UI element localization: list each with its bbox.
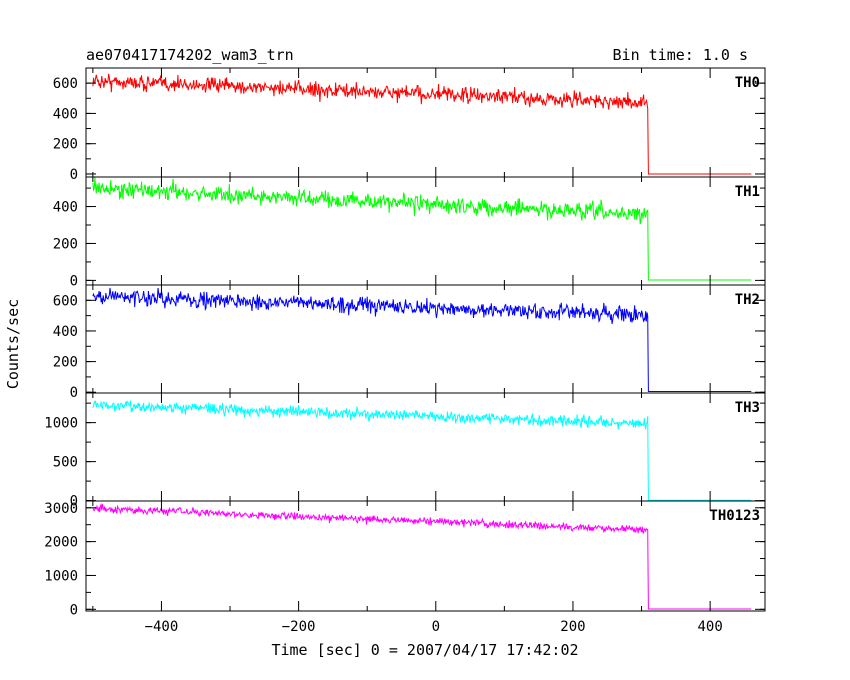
y-tick-label-th0: 400 — [53, 106, 78, 122]
y-tick-label-th0: 0 — [70, 167, 78, 183]
x-tick-label: 200 — [560, 619, 585, 635]
panel-frame-th0123 — [85, 500, 766, 612]
x-tick-label: −200 — [282, 619, 316, 635]
panel-label-th0: TH0 — [735, 75, 760, 91]
panel-frame-th3 — [85, 392, 766, 502]
y-tick-label-th0: 600 — [53, 76, 78, 92]
x-tick-label: −400 — [145, 619, 179, 635]
y-tick-label-th3: 1000 — [44, 416, 78, 432]
series-line-th2 — [92, 287, 752, 392]
y-tick-label-th2: 600 — [53, 293, 78, 309]
series-line-th1 — [92, 177, 752, 281]
panel-label-th2: TH2 — [735, 292, 760, 308]
panel-label-th3: TH3 — [735, 400, 760, 416]
y-tick-label-th0123: 2000 — [44, 535, 78, 551]
bin-time-label: Bin time: 1.0 s — [613, 46, 748, 64]
y-tick-label-th0: 200 — [53, 137, 78, 153]
y-tick-label-th0123: 1000 — [44, 568, 78, 584]
series-line-th3 — [92, 399, 752, 501]
y-tick-label-th3: 0 — [70, 494, 78, 510]
y-tick-label-th1: 200 — [53, 236, 78, 252]
y-tick-label-th0123: 0 — [70, 602, 78, 618]
y-tick-label-th3: 500 — [53, 455, 78, 471]
y-tick-label-th1: 0 — [70, 273, 78, 289]
panel-label-th1: TH1 — [735, 184, 760, 200]
series-line-th0 — [92, 73, 752, 175]
chart-title: ae070417174202_wam3_trn — [86, 46, 294, 64]
y-tick-label-th2: 200 — [53, 355, 78, 371]
panel-frame-th0 — [85, 67, 766, 178]
panels-group: 0 200 400 600 TH0 0 200 400 TH1 0 200 400 600 TH2 0 500… — [44, 67, 766, 635]
x-tick-label: 0 — [432, 619, 440, 635]
x-axis-label: Time [sec] 0 = 2007/04/17 17:42:02 — [271, 641, 578, 659]
y-axis-label: Counts/sec — [4, 299, 22, 389]
y-tick-label-th0123: 3000 — [44, 501, 78, 517]
y-tick-label-th2: 0 — [70, 385, 78, 401]
y-tick-label-th1: 400 — [53, 200, 78, 216]
panel-label-th0123: TH0123 — [709, 508, 760, 524]
x-tick-label: 400 — [697, 619, 722, 635]
y-tick-label-th2: 400 — [53, 324, 78, 340]
panel-frame-th2 — [85, 284, 766, 394]
series-line-th0123 — [92, 502, 752, 610]
